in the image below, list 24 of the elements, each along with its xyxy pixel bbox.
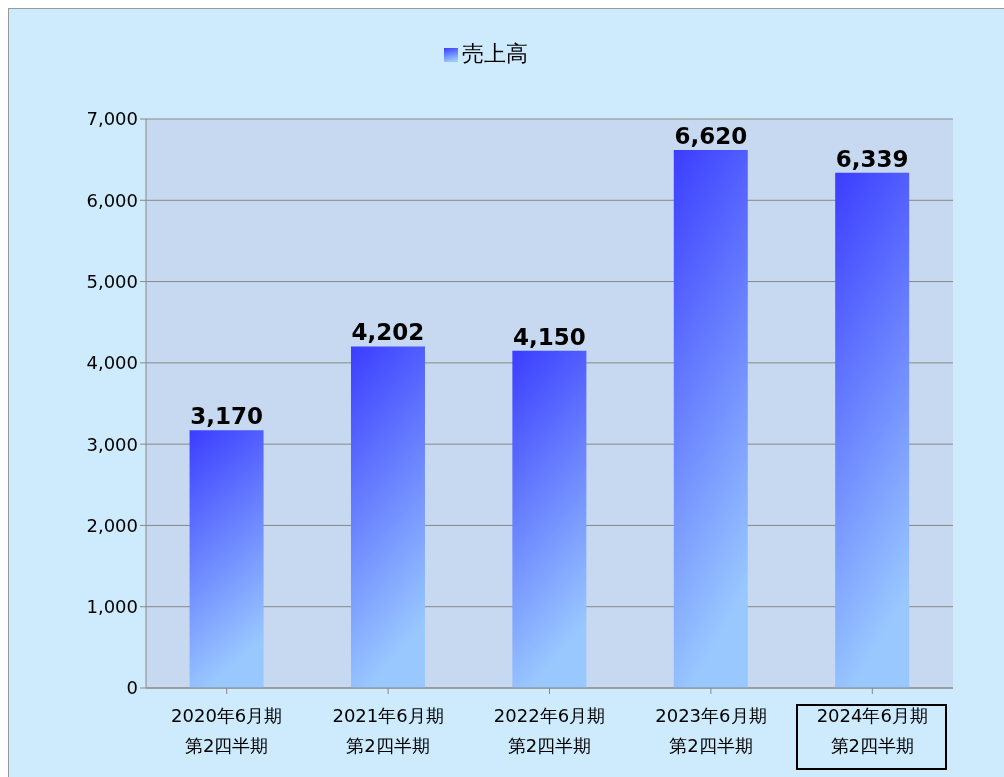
legend-label: 売上高 bbox=[462, 41, 528, 66]
x-tick-label: 2021年6月期第2四半期 bbox=[332, 705, 444, 756]
bar bbox=[350, 346, 425, 688]
x-tick-label: 2022年6月期第2四半期 bbox=[493, 705, 606, 756]
bar bbox=[835, 172, 910, 688]
y-tick-label: 0 bbox=[126, 677, 138, 699]
y-tick-label: 1,000 bbox=[86, 596, 138, 618]
x-tick-label: 2020年6月期第2四半期 bbox=[171, 705, 283, 756]
y-tick-label: 5,000 bbox=[86, 270, 138, 292]
data-label: 6,339 bbox=[835, 145, 909, 172]
x-tick-label: 2024年6月期第2四半期 bbox=[816, 705, 928, 756]
x-tick-label: 2023年6月期第2四半期 bbox=[655, 705, 767, 756]
y-tick-label: 3,000 bbox=[86, 433, 138, 455]
bar bbox=[512, 350, 587, 688]
bar bbox=[189, 430, 264, 688]
y-tick-label: 2,000 bbox=[86, 514, 138, 536]
data-label: 4,150 bbox=[513, 323, 586, 350]
y-tick-label: 6,000 bbox=[86, 189, 138, 211]
data-label: 4,202 bbox=[351, 319, 425, 346]
data-label: 3,170 bbox=[190, 403, 263, 430]
y-tick-label: 4,000 bbox=[86, 352, 138, 374]
y-tick-label: 7,000 bbox=[86, 108, 138, 130]
data-label: 6,620 bbox=[674, 122, 748, 149]
bar bbox=[673, 149, 748, 688]
